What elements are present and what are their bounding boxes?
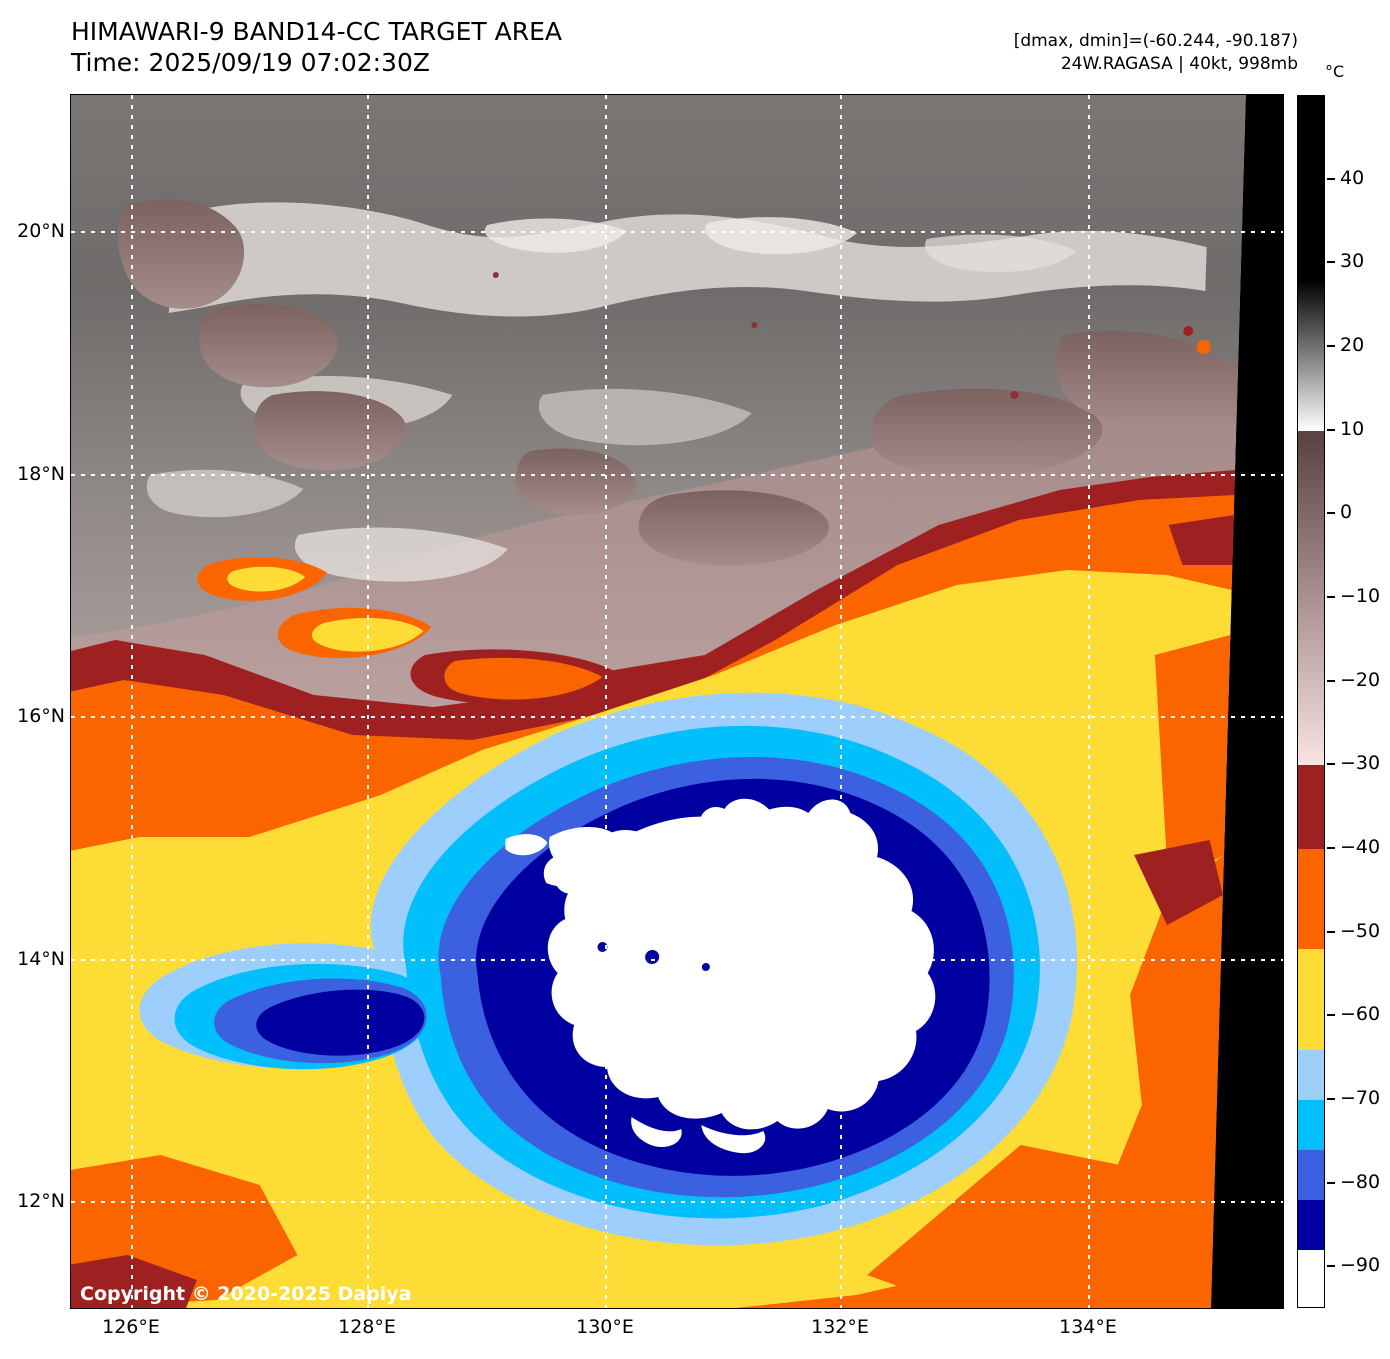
- satellite-swath: [71, 95, 1283, 1308]
- colorbar-label--90: −90: [1340, 1254, 1381, 1277]
- xtick-label-134E: 134°E: [1059, 1316, 1117, 1338]
- data-range-label: [dmax, dmin]=(-60.244, -90.187): [1013, 31, 1298, 51]
- colorbar-tick-10: [1327, 428, 1335, 431]
- colorbar: [1297, 95, 1325, 1308]
- colorbar-tick-0: [1327, 512, 1335, 515]
- colorbar-segment-0: [1298, 96, 1324, 281]
- colorbar-segment-10: [1298, 1250, 1324, 1307]
- ytick-label-14N: 14°N: [17, 948, 65, 970]
- temperature-band-layer: [71, 470, 1236, 1308]
- colorbar-tick--70: [1327, 1097, 1335, 1100]
- colorbar-tick--80: [1327, 1181, 1335, 1184]
- colorbar-tick-40: [1327, 177, 1335, 180]
- colorbar-unit-label: °C: [1325, 62, 1345, 81]
- colorbar-segment-5: [1298, 949, 1324, 1050]
- colorbar-tick-20: [1327, 344, 1335, 347]
- colorbar-segment-9: [1298, 1200, 1324, 1251]
- colorbar-tick--50: [1327, 930, 1335, 933]
- xtick-label-132E: 132°E: [811, 1316, 869, 1338]
- page-title: HIMAWARI-9 BAND14-CC TARGET AREA: [71, 17, 563, 46]
- colorbar-label-20: 20: [1340, 333, 1365, 356]
- colorbar-label--70: −70: [1340, 1086, 1381, 1109]
- colorbar-tick--40: [1327, 846, 1335, 849]
- colorbar-segment-4: [1298, 848, 1324, 950]
- colorbar-segment-8: [1298, 1150, 1324, 1201]
- ytick-label-18N: 18°N: [17, 463, 65, 485]
- timestamp-label: Time: 2025/09/19 07:02:30Z: [71, 48, 430, 77]
- colorbar-label-0: 0: [1340, 501, 1353, 524]
- colorbar-label--10: −10: [1340, 584, 1381, 607]
- colorbar-label--30: −30: [1340, 752, 1381, 775]
- colorbar-label--60: −60: [1340, 1003, 1381, 1026]
- ytick-label-16N: 16°N: [17, 705, 65, 727]
- colorbar-tick--90: [1327, 1265, 1335, 1268]
- xtick-label-130E: 130°E: [576, 1316, 634, 1338]
- colorbar-segment-2: [1298, 430, 1324, 766]
- ytick-label-12N: 12°N: [17, 1190, 65, 1212]
- colorbar-label--40: −40: [1340, 835, 1381, 858]
- title-block: HIMAWARI-9 BAND14-CC TARGET AREA Time: 2…: [71, 16, 562, 78]
- colorbar-tick--60: [1327, 1014, 1335, 1017]
- xtick-label-128E: 128°E: [338, 1316, 396, 1338]
- colorbar-tick--10: [1327, 595, 1335, 598]
- no-data-mask: [71, 95, 1246, 1308]
- xtick-label-126E: 126°E: [102, 1316, 160, 1338]
- colorbar-tick--30: [1327, 763, 1335, 766]
- colorbar-label--80: −80: [1340, 1170, 1381, 1193]
- colorbar-label-10: 10: [1340, 417, 1365, 440]
- colorbar-segment-7: [1298, 1099, 1324, 1151]
- colorbar-segment-1: [1298, 280, 1324, 431]
- colorbar-label--50: −50: [1340, 919, 1381, 942]
- ytick-label-20N: 20°N: [17, 220, 65, 242]
- storm-info-label: 24W.RAGASA | 40kt, 998mb: [1060, 54, 1298, 74]
- colorbar-tick--20: [1327, 679, 1335, 682]
- colorbar-label-40: 40: [1340, 166, 1365, 189]
- satellite-image-plot: [71, 95, 1283, 1308]
- colorbar-label-30: 30: [1340, 250, 1365, 273]
- colorbar-label--20: −20: [1340, 668, 1381, 691]
- colorbar-segment-6: [1298, 1049, 1324, 1100]
- colorbar-tick-30: [1327, 261, 1335, 264]
- colorbar-segment-3: [1298, 765, 1324, 849]
- copyright-label: Copyright © 2020-2025 Dapiya: [80, 1283, 412, 1305]
- metadata-block: [dmax, dmin]=(-60.244, -90.187) 24W.RAGA…: [1014, 30, 1298, 76]
